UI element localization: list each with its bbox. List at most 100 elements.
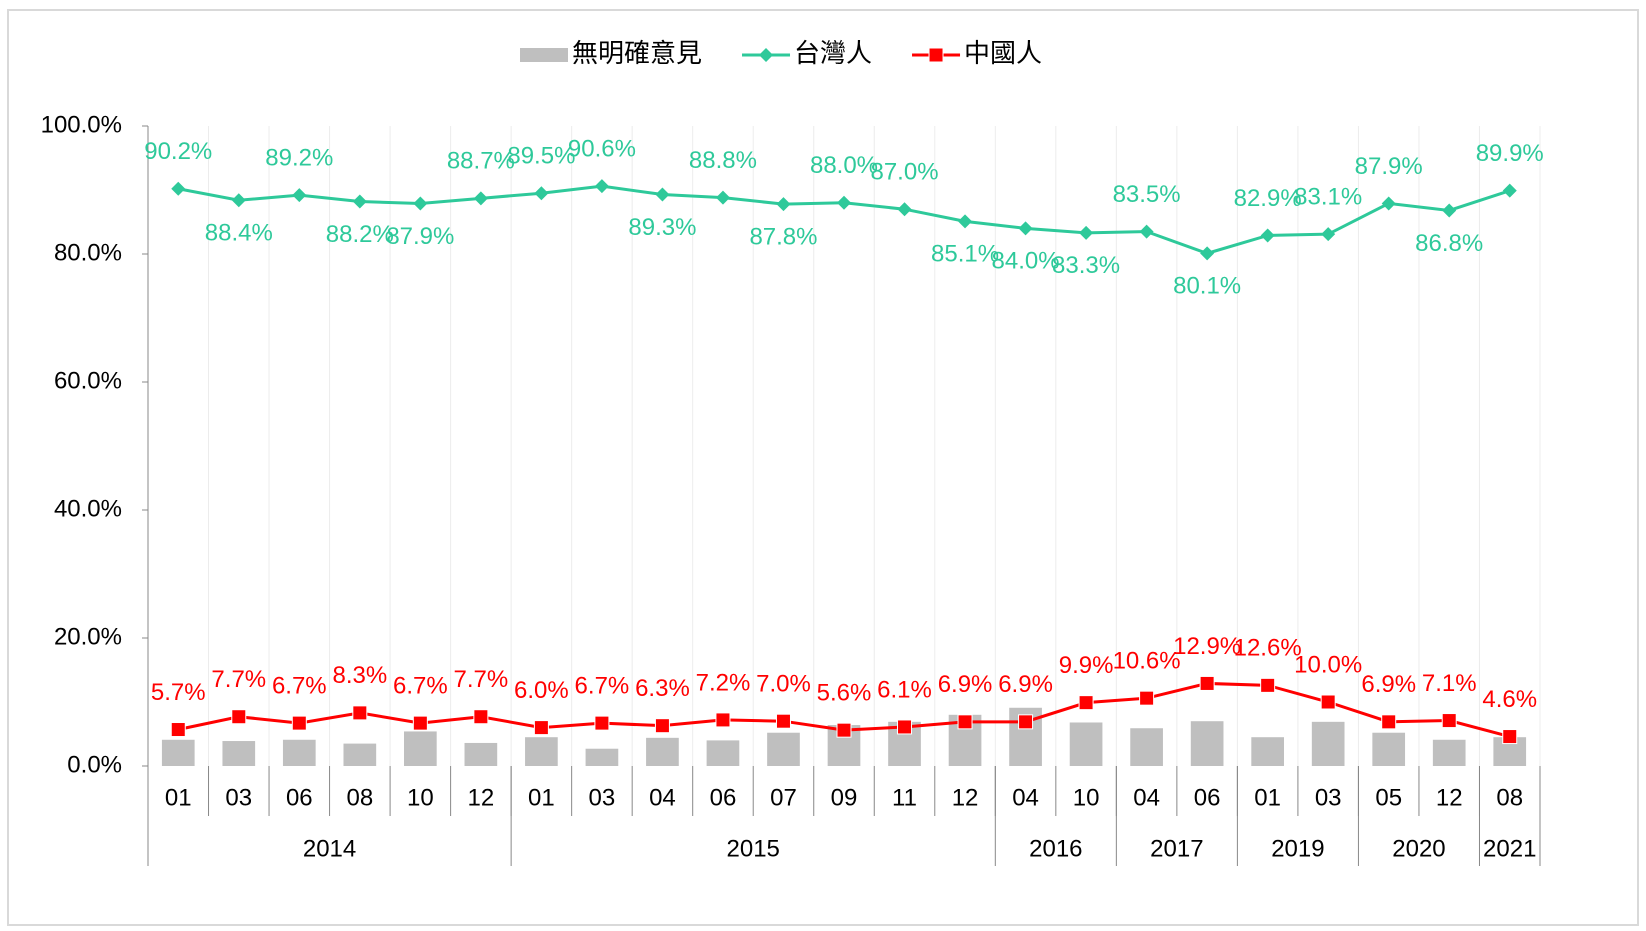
marker (291, 715, 307, 731)
data-label: 9.9% (1059, 652, 1114, 679)
bar (464, 742, 498, 766)
legend-label: 中國人 (964, 38, 1042, 68)
data-label: 85.1% (931, 241, 999, 268)
marker (1200, 246, 1215, 261)
marker (776, 197, 791, 212)
marker (473, 191, 488, 206)
x-tick-label: 01 (165, 784, 192, 811)
marker (412, 715, 428, 731)
x-tick-label: 08 (1496, 784, 1523, 811)
marker (292, 188, 307, 203)
marker (1079, 225, 1094, 240)
data-label: 6.9% (998, 671, 1053, 698)
group-label: 2020 (1392, 835, 1445, 862)
marker (352, 705, 368, 721)
data-label: 89.9% (1476, 140, 1544, 167)
marker (1260, 228, 1275, 243)
data-label: 87.0% (870, 159, 938, 186)
marker (1199, 675, 1215, 691)
data-label: 6.1% (877, 676, 932, 703)
data-label: 6.7% (575, 672, 630, 699)
data-label: 10.0% (1294, 651, 1362, 678)
bar (161, 739, 195, 766)
data-label: 6.9% (1361, 671, 1416, 698)
data-label: 7.7% (211, 666, 266, 693)
data-label: 87.9% (1355, 153, 1423, 180)
data-label: 88.8% (689, 147, 757, 174)
x-tick-label: 06 (710, 784, 737, 811)
x-tick-label: 12 (952, 784, 979, 811)
x-tick-label: 04 (1012, 784, 1039, 811)
bar (585, 748, 619, 766)
data-label: 10.6% (1113, 648, 1181, 675)
data-label: 6.3% (635, 675, 690, 702)
data-label: 80.1% (1173, 273, 1241, 300)
data-label: 89.2% (265, 144, 333, 171)
bar (525, 737, 558, 766)
marker (473, 709, 489, 725)
y-tick-label: 100.0% (41, 111, 122, 138)
x-tick-label: 04 (1133, 784, 1160, 811)
marker (1381, 714, 1397, 730)
marker (352, 194, 367, 209)
data-label: 87.9% (386, 223, 454, 250)
data-label: 5.6% (817, 680, 872, 707)
x-tick-label: 11 (892, 784, 917, 811)
group-label: 2021 (1483, 835, 1536, 862)
data-label: 88.0% (810, 152, 878, 179)
data-label: 7.0% (756, 671, 811, 698)
legend-label: 無明確意見 (572, 38, 702, 68)
data-label: 84.0% (992, 248, 1060, 275)
x-tick-label: 01 (1254, 784, 1281, 811)
x-tick-label: 04 (649, 784, 676, 811)
marker (231, 709, 247, 725)
data-label: 88.7% (447, 148, 515, 175)
marker (1502, 729, 1518, 745)
marker (1139, 690, 1155, 706)
marker (836, 722, 852, 738)
marker (837, 195, 851, 210)
data-label: 88.2% (326, 221, 394, 248)
bar (282, 739, 316, 766)
x-tick-label: 01 (528, 784, 555, 811)
legend-label: 台灣人 (794, 38, 872, 68)
group-label: 2014 (303, 835, 356, 862)
bar (404, 731, 437, 766)
marker (775, 713, 791, 729)
x-tick-label: 06 (1194, 784, 1221, 811)
x-tick-label: 07 (770, 784, 797, 811)
data-label: 7.1% (1422, 670, 1477, 697)
group-label: 2019 (1271, 835, 1324, 862)
data-label: 12.6% (1234, 635, 1302, 662)
marker (1381, 196, 1396, 211)
x-tick-label: 05 (1375, 784, 1402, 811)
bar (1251, 737, 1284, 766)
data-label: 6.0% (514, 677, 569, 704)
bar (1130, 728, 1163, 766)
y-tick-label: 60.0% (54, 367, 122, 394)
marker (928, 47, 944, 63)
marker (170, 722, 186, 738)
marker (897, 719, 913, 735)
marker (654, 718, 670, 734)
legend-swatch (520, 48, 568, 62)
marker (1139, 224, 1154, 239)
data-label: 6.9% (938, 671, 993, 698)
bar (1190, 721, 1224, 766)
marker (534, 186, 549, 201)
data-label: 12.9% (1173, 633, 1241, 660)
bar (222, 741, 256, 766)
marker (1018, 221, 1033, 236)
group-label: 2016 (1029, 835, 1082, 862)
bar (1372, 732, 1406, 766)
data-label: 86.8% (1415, 230, 1483, 257)
x-tick-label: 12 (468, 784, 495, 811)
x-tick-label: 06 (286, 784, 313, 811)
data-label: 83.5% (1113, 181, 1181, 208)
x-tick-label: 10 (1073, 784, 1100, 811)
x-tick-label: 10 (407, 784, 434, 811)
data-label: 5.7% (151, 679, 206, 706)
y-tick-label: 40.0% (54, 495, 122, 522)
data-label: 6.7% (272, 672, 327, 699)
